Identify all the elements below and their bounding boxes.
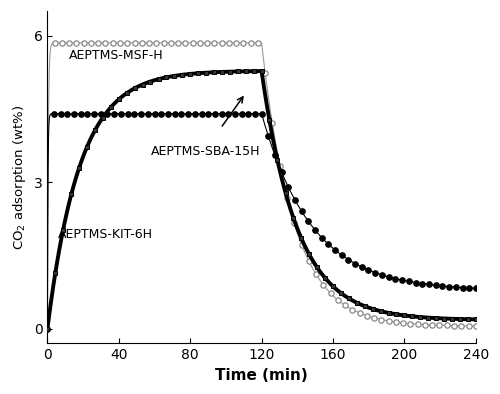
- Text: AEPTMS-SBA-15H: AEPTMS-SBA-15H: [151, 145, 260, 158]
- Text: AEPTMS-MSF-H: AEPTMS-MSF-H: [69, 49, 164, 62]
- X-axis label: Time (min): Time (min): [215, 368, 308, 383]
- Text: AEPTMS-KIT-6H: AEPTMS-KIT-6H: [58, 229, 153, 242]
- Y-axis label: CO$_2$ adsorption (wt%): CO$_2$ adsorption (wt%): [11, 105, 28, 250]
